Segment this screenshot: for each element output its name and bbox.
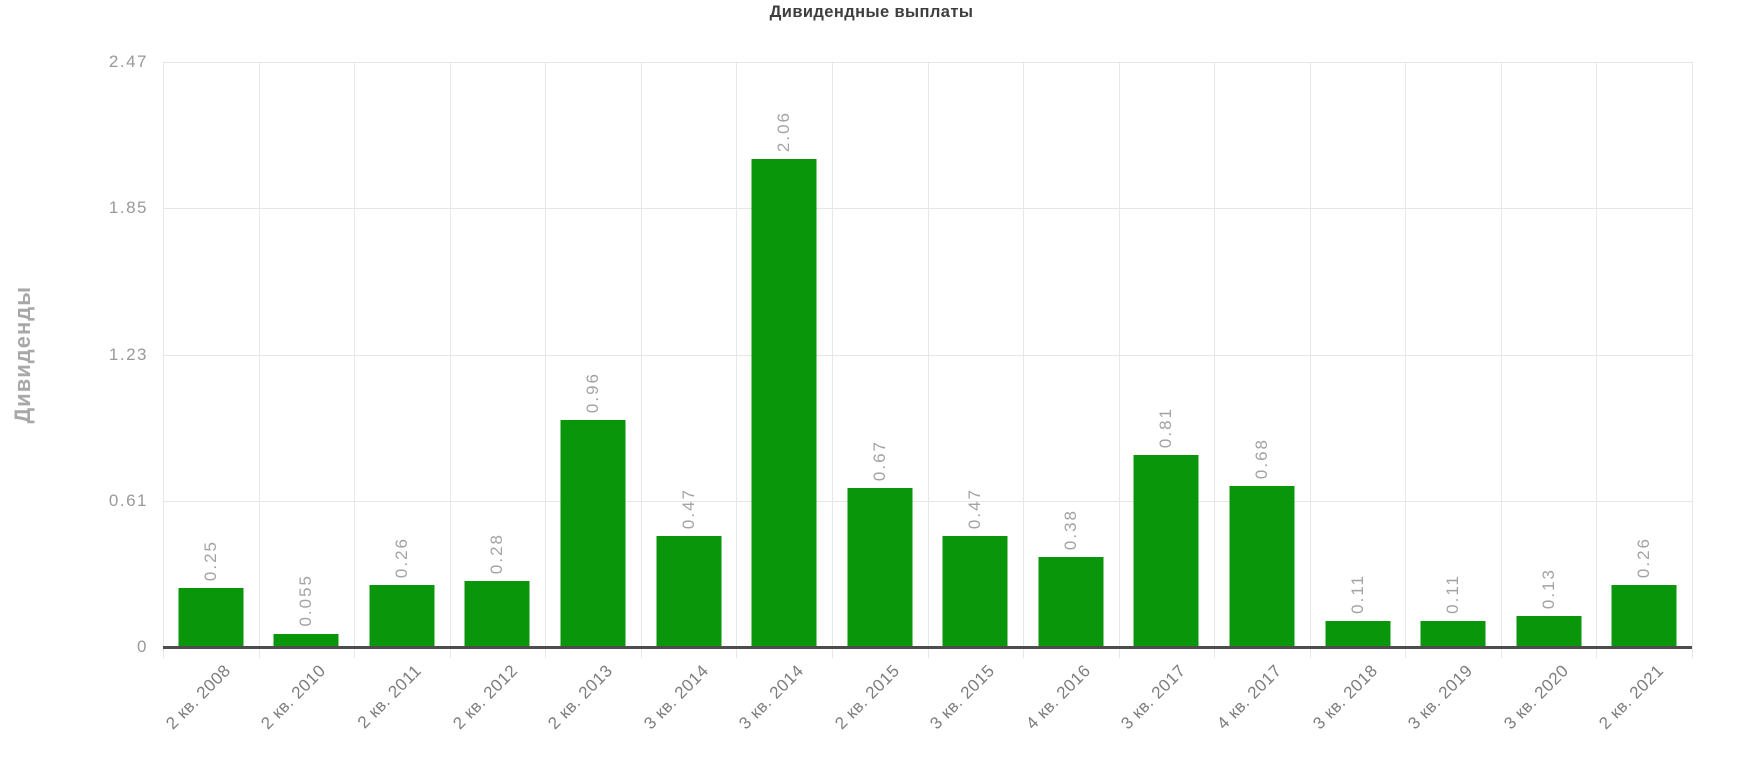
bar[interactable]: [1038, 557, 1104, 647]
y-tick-label: 0: [137, 637, 148, 656]
bar-column: 0.25 2 кв. 2008: [162, 62, 259, 733]
v-gridline: [354, 62, 356, 658]
v-gridline: [449, 62, 451, 658]
v-gridline: [640, 62, 642, 658]
bar[interactable]: [464, 580, 530, 647]
x-axis-label: 3 кв. 2015: [926, 661, 999, 734]
bar-column: 0.67 2 кв. 2015: [831, 62, 928, 733]
bar-column: 0.11 3 кв. 2019: [1404, 62, 1501, 733]
h-gridline: [163, 354, 1692, 356]
x-axis-label: 3 кв. 2020: [1500, 661, 1573, 734]
bar[interactable]: [656, 535, 722, 647]
y-tick-label: 2.47: [108, 52, 148, 71]
x-axis-label: 2 кв. 2011: [354, 661, 426, 733]
bar-value-label: 0.28: [487, 532, 507, 574]
bar-value-label: 0.13: [1538, 568, 1558, 610]
v-gridline: [545, 62, 547, 658]
bar-column: 0.81 3 кв. 2017: [1118, 62, 1215, 733]
bar-value-label: 0.68: [1251, 437, 1271, 479]
bar[interactable]: [847, 488, 913, 647]
bar-value-label: 0.055: [296, 574, 316, 627]
x-axis-label: 3 кв. 2017: [1117, 661, 1190, 734]
bar-value-label: 0.25: [200, 539, 220, 581]
bar-value-label: 0.81: [1156, 407, 1176, 449]
bar-column: 0.96 2 кв. 2013: [544, 62, 641, 733]
y-tick-label: 0.61: [108, 490, 148, 510]
bar-column: 0.13 3 кв. 2020: [1500, 62, 1597, 733]
bar[interactable]: [369, 585, 435, 647]
y-tick-label: 1.23: [108, 344, 148, 364]
bar-column: 0.28 2 кв. 2012: [449, 62, 546, 733]
v-gridline: [1500, 62, 1502, 658]
bar[interactable]: [273, 633, 339, 647]
bar[interactable]: [1516, 616, 1582, 647]
v-gridline: [1023, 62, 1025, 658]
v-gridline: [1405, 62, 1407, 658]
bar[interactable]: [1325, 620, 1391, 647]
v-gridline: [1596, 62, 1598, 658]
bar-value-label: 2.06: [774, 111, 794, 153]
bar-column: 0.26 2 кв. 2011: [354, 62, 450, 732]
x-axis-label: 2 кв. 2012: [448, 661, 521, 734]
x-axis-label: 3 кв. 2014: [735, 661, 808, 734]
v-gridline: [258, 62, 260, 658]
bar-column: 0.38 4 кв. 2016: [1022, 62, 1119, 733]
bar[interactable]: [942, 535, 1008, 647]
y-tick-label: 1.85: [108, 198, 148, 218]
v-gridline: [736, 62, 738, 658]
x-axis-label: 4 кв. 2016: [1022, 661, 1095, 734]
bar-column: 0.68 4 кв. 2017: [1213, 62, 1310, 733]
bar[interactable]: [1133, 455, 1199, 647]
bar[interactable]: [751, 159, 817, 647]
h-gridline: [163, 62, 1692, 63]
x-axis-label: 2 кв. 2008: [162, 661, 235, 734]
v-gridline: [1214, 62, 1216, 658]
x-axis-label: 3 кв. 2018: [1308, 661, 1381, 734]
bar-column: 0.47 3 кв. 2015: [927, 62, 1024, 733]
v-gridline: [163, 62, 164, 658]
bar-value-label: 0.26: [1634, 537, 1654, 579]
bar-column: 0.26 2 кв. 2021: [1596, 62, 1692, 733]
v-gridline: [831, 62, 833, 658]
v-gridline: [1692, 62, 1693, 658]
chart-title: Дивидендные выплаты: [769, 3, 974, 21]
x-axis-label: 2 кв. 2015: [831, 661, 904, 734]
bar[interactable]: [1229, 485, 1295, 647]
bar-value-label: 0.67: [869, 440, 889, 482]
bar-column: 0.47 3 кв. 2014: [640, 62, 737, 733]
bar-column: 0.055 2 кв. 2010: [258, 62, 355, 733]
h-gridline: [163, 500, 1692, 502]
bar-value-label: 0.96: [583, 371, 603, 413]
h-gridline: [163, 208, 1692, 210]
v-gridline: [1118, 62, 1120, 658]
plot-area: 0.25 2 кв. 2008 0.055 2 кв. 2010 0.26 2 кв. 2…: [162, 62, 1693, 733]
bar[interactable]: [178, 587, 244, 647]
x-axis-label: 4 кв. 2017: [1213, 661, 1286, 734]
v-gridline: [927, 62, 929, 658]
bar[interactable]: [1420, 620, 1486, 647]
bar-value-label: 0.26: [391, 537, 411, 579]
x-axis-label: 3 кв. 2019: [1404, 661, 1477, 734]
x-axis-line: [163, 646, 1692, 649]
bar-value-label: 0.47: [965, 487, 985, 529]
x-axis-label: 2 кв. 2013: [544, 661, 617, 734]
bar-value-label: 0.11: [1347, 574, 1367, 614]
x-axis-label: 2 кв. 2021: [1595, 661, 1668, 734]
bar[interactable]: [1611, 585, 1677, 647]
bar-value-label: 0.11: [1443, 574, 1463, 614]
v-gridline: [1309, 62, 1311, 658]
bar-column: 0.11 3 кв. 2018: [1309, 62, 1406, 733]
bar-value-label: 0.47: [678, 487, 698, 529]
x-axis-label: 3 кв. 2014: [639, 661, 713, 734]
bar[interactable]: [560, 419, 626, 647]
bar-value-label: 0.38: [1060, 508, 1080, 550]
x-axis-label: 2 кв. 2010: [257, 661, 330, 734]
bar-column: 2.06 3 кв. 2014: [736, 62, 832, 733]
